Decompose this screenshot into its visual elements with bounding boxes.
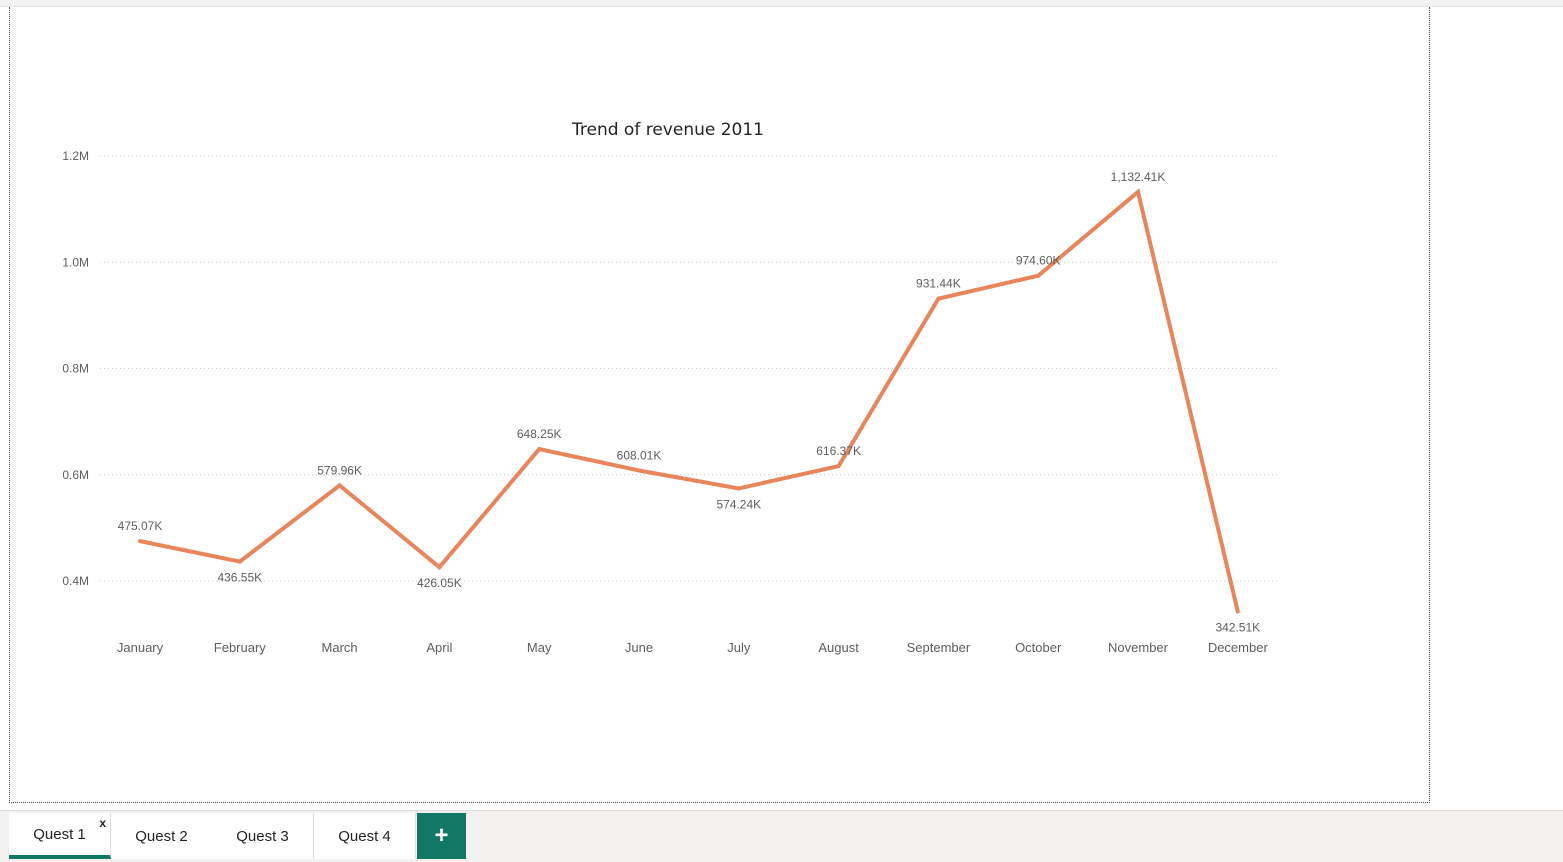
revenue-series-line (139, 188, 1240, 613)
tab-quest-2[interactable]: Quest 2 (111, 813, 213, 859)
chart-title: Trend of revenue 2011 (571, 120, 764, 140)
data-point (537, 447, 542, 452)
x-tick-label: January (117, 640, 164, 655)
data-label: 436.55K (217, 571, 262, 585)
data-point (1136, 189, 1140, 194)
tab-quest-4[interactable]: Quest 4 (314, 813, 416, 859)
data-label: 579.96K (317, 463, 362, 477)
x-tick-label: October (1015, 640, 1062, 655)
data-point (437, 565, 442, 570)
y-tick-label: 0.6M (62, 468, 89, 482)
y-tick-label: 0.4M (62, 574, 89, 588)
data-label: 648.25K (517, 427, 562, 441)
data-label: 974.60K (1016, 254, 1061, 268)
data-point (337, 483, 342, 488)
data-label: 616.37K (816, 444, 861, 458)
close-tab-icon[interactable]: x (99, 816, 106, 830)
x-tick-label: April (426, 640, 452, 655)
data-label: 342.51K (1215, 621, 1260, 635)
x-tick-label: February (214, 640, 267, 655)
data-point (138, 539, 142, 544)
y-tick-label: 1.0M (62, 255, 89, 269)
data-point (637, 468, 641, 473)
top-toolbar-strip (0, 0, 1563, 7)
data-label: 608.01K (617, 448, 662, 462)
x-tick-label: November (1108, 640, 1169, 655)
page-tab-bar: Quest 1 x Quest 2 Quest 3 Quest 4 + (0, 810, 1563, 862)
y-tick-label: 0.8M (62, 362, 89, 376)
report-canvas (9, 7, 1430, 803)
add-page-button[interactable]: + (417, 813, 466, 859)
data-point (936, 296, 941, 301)
x-tick-label: March (322, 640, 358, 655)
data-point (237, 559, 242, 564)
tab-label: Quest 4 (338, 827, 391, 845)
x-tick-label: June (625, 640, 653, 655)
x-tick-label: December (1208, 640, 1269, 655)
line-chart: Trend of revenue 2011 1.2M 1.0M 0.8M 0.6M 0.4… (62, 120, 1278, 655)
data-point (1235, 609, 1240, 614)
tab-label: Quest 3 (236, 827, 289, 845)
data-point (736, 486, 741, 491)
y-tick-label: 1.2M (62, 149, 89, 163)
x-tick-label: September (907, 640, 971, 655)
tab-quest-1[interactable]: Quest 1 x (9, 813, 111, 859)
x-tick-label: July (727, 640, 751, 655)
data-label: 475.07K (118, 519, 163, 533)
data-point (1036, 273, 1041, 278)
x-tick-label: May (527, 640, 552, 655)
data-label: 574.24K (716, 497, 761, 511)
tab-label: Quest 2 (135, 827, 188, 845)
plus-icon: + (434, 822, 449, 849)
line-chart-visual[interactable]: Trend of revenue 2011 1.2M 1.0M 0.8M 0.6M 0.4… (0, 0, 1563, 700)
tab-label: Quest 1 (33, 825, 86, 843)
x-tick-label: August (818, 640, 859, 655)
data-label: 1,132.41K (1111, 170, 1166, 184)
data-point (836, 464, 841, 469)
tab-quest-3[interactable]: Quest 3 (212, 813, 314, 859)
data-label: 426.05K (417, 576, 462, 590)
data-label: 931.44K (916, 277, 961, 291)
